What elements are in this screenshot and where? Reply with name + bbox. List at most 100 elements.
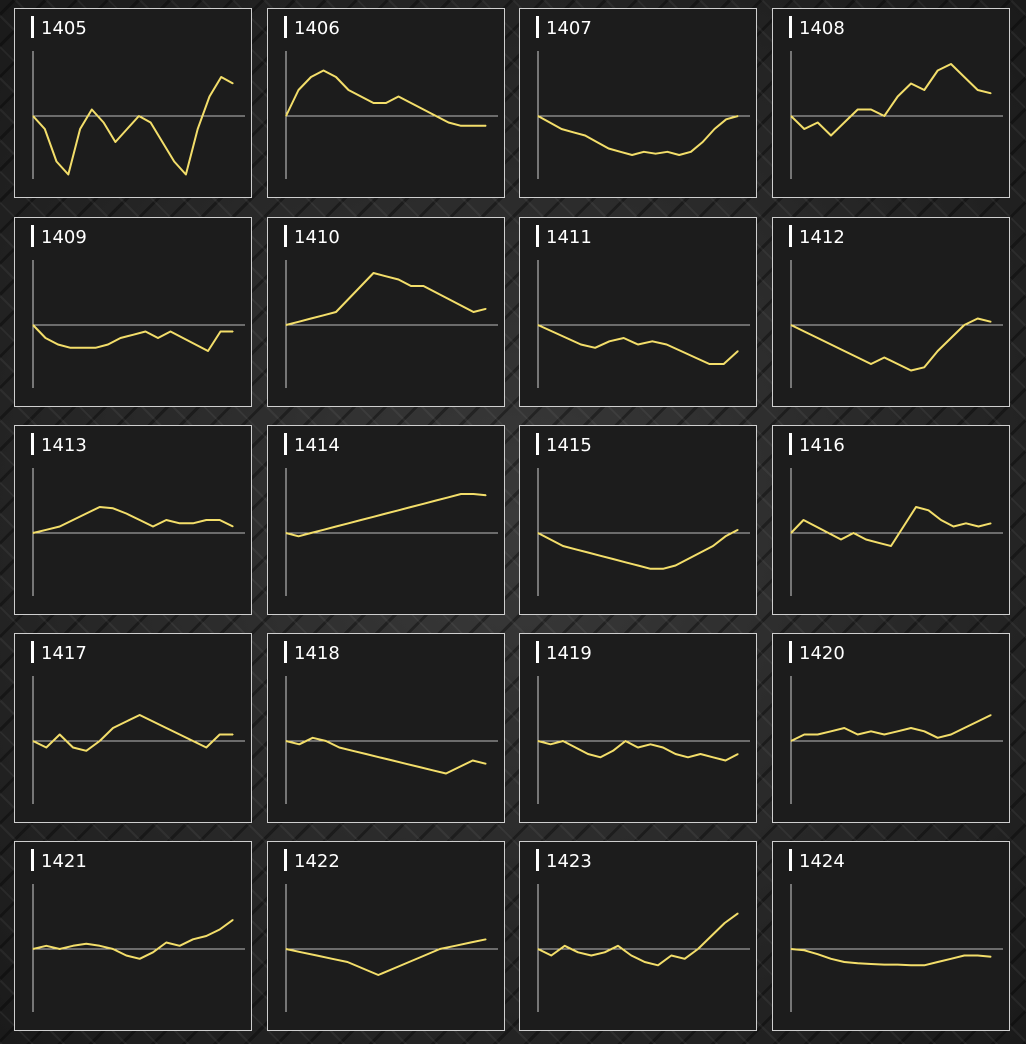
data-point bbox=[192, 740, 194, 742]
data-point bbox=[666, 151, 668, 153]
data-point bbox=[458, 766, 460, 768]
chart-svg bbox=[537, 51, 750, 179]
data-point bbox=[454, 945, 456, 947]
data-point bbox=[219, 330, 222, 333]
data-point bbox=[680, 350, 682, 352]
data-point bbox=[897, 95, 899, 98]
chart-title: 1408 bbox=[799, 18, 845, 39]
data-point bbox=[169, 330, 172, 333]
data-point bbox=[99, 740, 101, 742]
data-point bbox=[460, 125, 462, 127]
chart-svg bbox=[32, 676, 245, 804]
data-point bbox=[94, 347, 97, 349]
data-point bbox=[937, 350, 939, 352]
data-point bbox=[815, 525, 817, 528]
chart-panel: 1415 bbox=[519, 425, 757, 615]
data-point bbox=[165, 727, 167, 729]
data-point bbox=[870, 363, 872, 365]
data-point bbox=[165, 941, 167, 944]
data-point bbox=[485, 763, 487, 765]
chart-svg bbox=[285, 676, 498, 804]
data-point bbox=[897, 730, 899, 732]
data-point bbox=[144, 330, 147, 333]
chart-panel: 1411 bbox=[519, 217, 757, 407]
data-point bbox=[574, 548, 577, 550]
data-point bbox=[472, 759, 474, 762]
data-point bbox=[297, 535, 300, 537]
data-point bbox=[623, 337, 625, 339]
chart-panel: 1410 bbox=[267, 217, 505, 407]
data-point bbox=[737, 529, 739, 531]
data-point bbox=[485, 494, 487, 496]
title-accent-bar bbox=[31, 849, 34, 871]
data-point bbox=[72, 519, 74, 521]
chart-title: 1414 bbox=[294, 435, 340, 456]
data-point bbox=[724, 759, 727, 762]
data-point bbox=[132, 334, 134, 336]
chart-panel: 1416 bbox=[772, 425, 1010, 615]
data-point bbox=[560, 128, 563, 130]
data-point bbox=[397, 278, 400, 281]
data-point bbox=[572, 131, 574, 133]
data-point bbox=[285, 115, 287, 117]
data-point bbox=[285, 948, 287, 950]
data-point bbox=[840, 538, 842, 541]
data-point bbox=[594, 347, 596, 349]
chart-svg bbox=[285, 260, 498, 388]
series-line bbox=[32, 918, 234, 960]
data-point bbox=[537, 740, 539, 742]
data-point bbox=[310, 76, 312, 78]
data-point bbox=[397, 95, 400, 98]
chart-panel: 1418 bbox=[267, 633, 505, 823]
data-point bbox=[192, 522, 194, 524]
chart-svg bbox=[537, 468, 750, 596]
data-point bbox=[360, 285, 362, 287]
data-point bbox=[687, 558, 689, 560]
data-point bbox=[472, 311, 475, 313]
series-line bbox=[285, 493, 487, 538]
data-point bbox=[397, 509, 400, 511]
series-line bbox=[790, 948, 992, 967]
data-point bbox=[205, 746, 207, 749]
title-accent-bar bbox=[789, 849, 792, 871]
data-point bbox=[657, 964, 659, 966]
data-point bbox=[843, 727, 845, 729]
data-point bbox=[45, 945, 47, 947]
data-point bbox=[447, 121, 450, 124]
data-point bbox=[549, 121, 551, 124]
title-accent-bar bbox=[789, 16, 792, 38]
data-point bbox=[655, 153, 657, 155]
data-point bbox=[378, 756, 380, 758]
data-point bbox=[322, 314, 325, 316]
data-point bbox=[138, 115, 140, 117]
title-accent-bar bbox=[536, 225, 539, 247]
chart-panel: 1417 bbox=[14, 633, 252, 823]
chart-svg bbox=[32, 884, 245, 1012]
data-point bbox=[112, 948, 114, 950]
data-point bbox=[365, 753, 367, 755]
chart-title: 1409 bbox=[41, 227, 87, 248]
data-point bbox=[977, 89, 979, 91]
chart-panel: 1424 bbox=[772, 841, 1010, 1031]
data-point bbox=[802, 519, 805, 521]
chart-panel: 1409 bbox=[14, 217, 252, 407]
data-point bbox=[790, 740, 792, 742]
chart-title: 1423 bbox=[546, 851, 592, 872]
series-line bbox=[790, 506, 992, 547]
data-point bbox=[910, 369, 912, 372]
chart-svg bbox=[537, 676, 750, 804]
data-point bbox=[624, 561, 627, 563]
data-point bbox=[910, 964, 912, 966]
data-point bbox=[372, 516, 375, 518]
data-point bbox=[418, 766, 420, 768]
data-point bbox=[624, 740, 627, 742]
data-point bbox=[737, 912, 739, 914]
data-point bbox=[32, 324, 34, 326]
data-point bbox=[45, 529, 47, 531]
data-point bbox=[580, 343, 582, 346]
data-point bbox=[32, 740, 34, 742]
data-point bbox=[44, 128, 46, 130]
data-point bbox=[385, 275, 387, 277]
data-point bbox=[952, 525, 955, 528]
data-point bbox=[346, 961, 349, 963]
